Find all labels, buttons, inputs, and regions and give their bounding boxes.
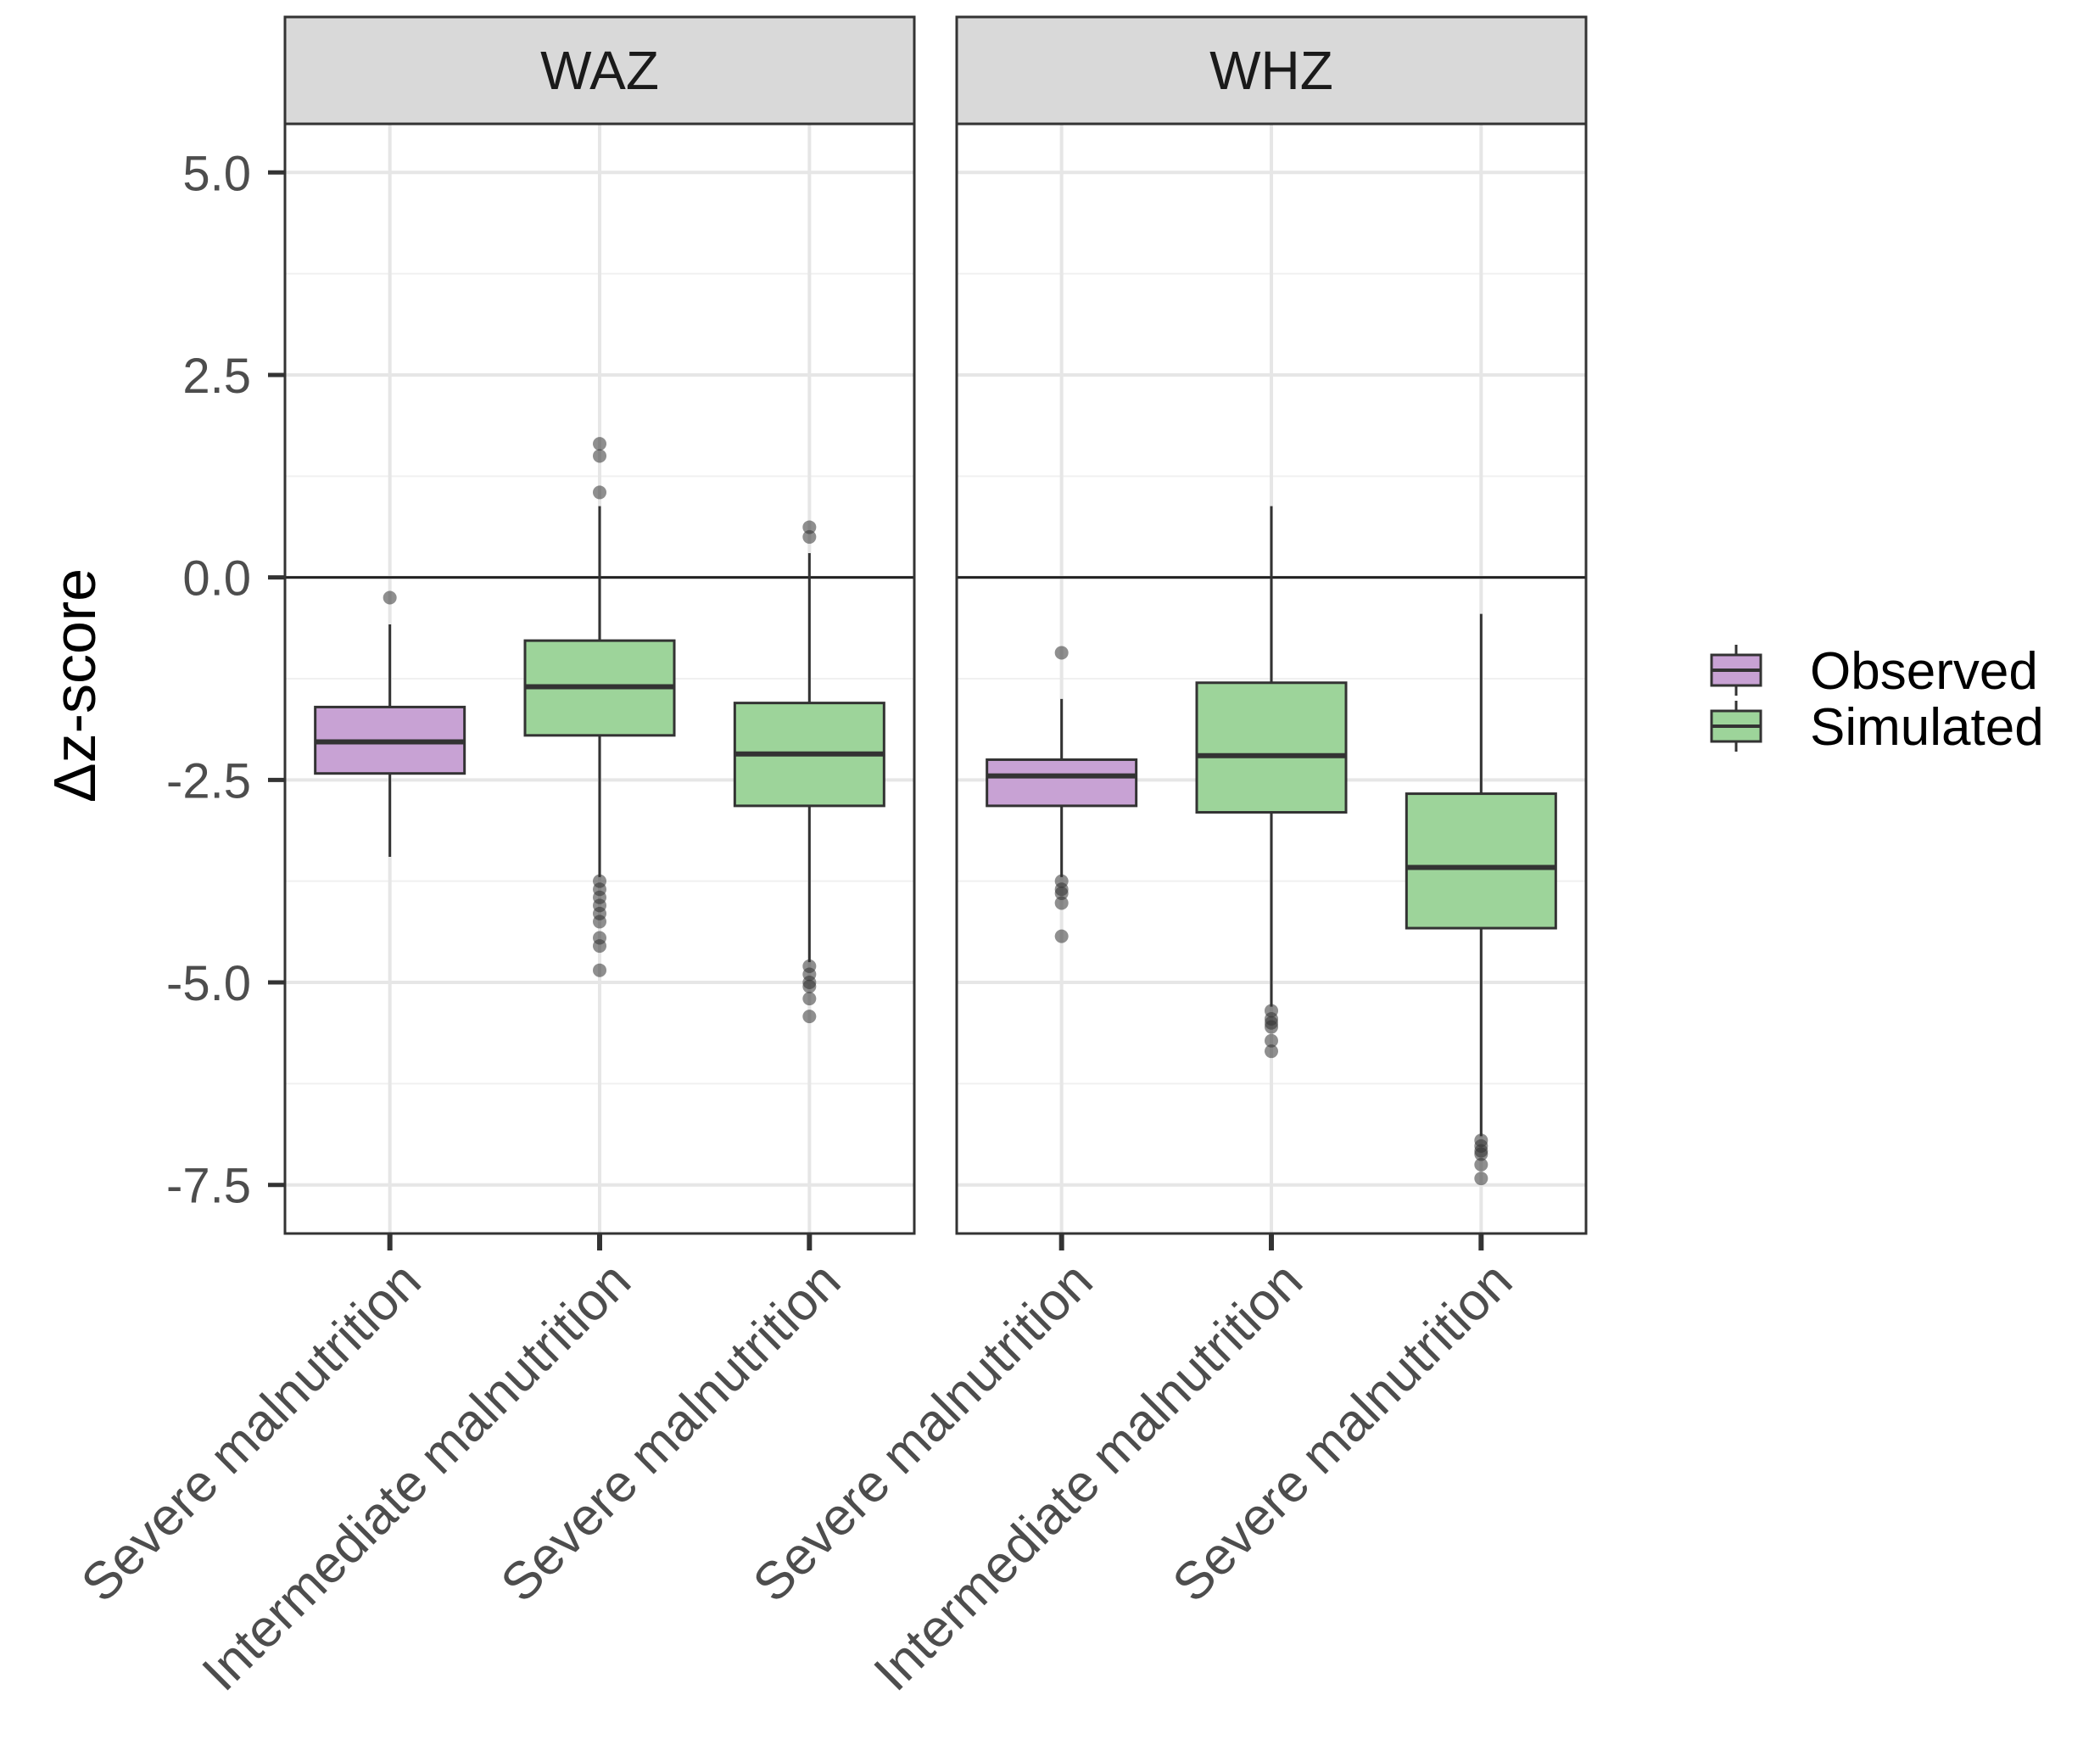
outlier-point: [802, 529, 817, 544]
y-axis-label: Δz-score: [42, 568, 108, 803]
y-tick-label: -2.5: [166, 753, 251, 808]
box-iqr: [986, 758, 1138, 808]
outlier-point: [593, 485, 606, 500]
box-iqr: [1195, 681, 1348, 814]
strip-background: [283, 15, 916, 126]
outlier-point: [593, 963, 606, 977]
box-1: [986, 646, 1138, 943]
legend-label: Simulated: [1810, 698, 2044, 757]
outlier-point: [1265, 1033, 1278, 1048]
outlier-point: [1474, 1172, 1488, 1186]
outlier-point: [1054, 887, 1069, 901]
outlier-point: [1054, 929, 1069, 943]
outlier-point: [1054, 646, 1069, 660]
x-tick-label: Severe malnutrition: [70, 1251, 432, 1613]
legend-key-simulated: [1710, 701, 1762, 752]
y-tick-label: 5.0: [182, 146, 251, 201]
box-3: [1405, 613, 1557, 1186]
panels: WAZ WHZ: [283, 15, 1588, 1235]
outlier-point: [383, 590, 397, 605]
panel-whz: WHZ: [955, 15, 1588, 1235]
y-tick-label: 0.0: [182, 551, 251, 607]
x-tick-label: Intermediate malnutrition: [192, 1251, 642, 1702]
legend-label: Observed: [1810, 642, 2038, 701]
outlier-point: [802, 979, 817, 993]
x-tick-label: Intermediate malnutrition: [863, 1251, 1314, 1702]
outlier-point: [1265, 1020, 1278, 1034]
strip-label: WAZ: [540, 40, 659, 101]
outlier-point: [1474, 1157, 1488, 1172]
box-2: [1195, 506, 1348, 1059]
outlier-point: [593, 939, 606, 954]
outlier-point: [802, 1010, 817, 1024]
outlier-point: [1265, 1044, 1278, 1059]
outlier-point: [593, 449, 606, 463]
y-tick-label: 2.5: [182, 349, 251, 404]
box-3: [733, 520, 885, 1024]
y-tick-label: -7.5: [166, 1159, 251, 1214]
outlier-point: [802, 992, 817, 1006]
y-axis: 5.0 2.5 0.0 -2.5 -5.0 -7.5: [166, 146, 285, 1214]
strip-background: [955, 15, 1588, 126]
x-tick-label: Severe malnutrition: [1162, 1251, 1523, 1613]
strip-label: WHZ: [1209, 40, 1333, 101]
outlier-point: [1474, 1147, 1488, 1161]
panel-waz: WAZ: [283, 15, 916, 1235]
box-iqr: [1405, 792, 1557, 930]
outlier-point: [1054, 896, 1069, 910]
box-2: [523, 437, 676, 977]
outlier-point: [593, 915, 606, 929]
legend-key-observed: [1710, 645, 1762, 696]
outlier-point: [593, 437, 606, 451]
box-1: [314, 590, 466, 858]
y-tick-label: -5.0: [166, 956, 251, 1011]
outlier-point: [802, 520, 817, 534]
